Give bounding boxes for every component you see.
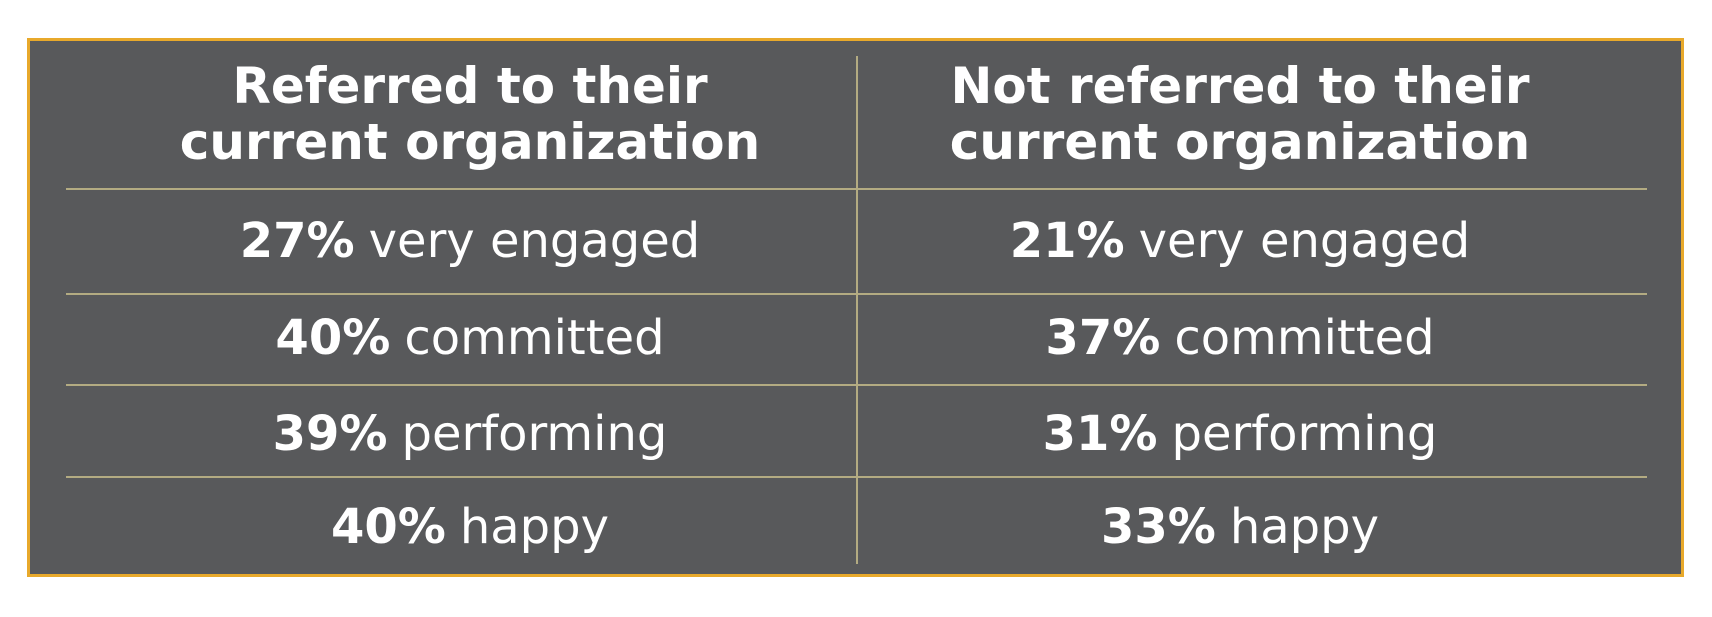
header-line: Referred to their xyxy=(232,57,708,115)
percentage: 31% xyxy=(1042,406,1158,462)
data-cell: 40% happy xyxy=(80,499,860,555)
metric: happy xyxy=(459,499,610,555)
metric: performing xyxy=(1171,406,1438,462)
header-line: current organization xyxy=(949,113,1531,171)
row-divider xyxy=(66,188,1647,190)
header-cell: Referred to their current organization xyxy=(80,58,860,170)
header-line: Not referred to their xyxy=(950,57,1530,115)
percentage: 27% xyxy=(239,213,355,269)
metric: committed xyxy=(1174,310,1435,366)
percentage: 21% xyxy=(1009,213,1125,269)
metric: very engaged xyxy=(368,213,701,269)
data-cell: 40% committed xyxy=(80,310,860,366)
row-divider xyxy=(66,384,1647,386)
percentage: 37% xyxy=(1045,310,1161,366)
row-divider xyxy=(66,293,1647,295)
data-cell: 33% happy xyxy=(850,499,1630,555)
header-line: current organization xyxy=(179,113,761,171)
metric: committed xyxy=(404,310,665,366)
metric: performing xyxy=(401,406,668,462)
data-cell: 31% performing xyxy=(850,406,1630,462)
header-cell: Not referred to their current organizatio… xyxy=(850,58,1630,170)
percentage: 40% xyxy=(275,310,391,366)
percentage: 33% xyxy=(1100,499,1216,555)
percentage: 40% xyxy=(330,499,446,555)
data-cell: 21% very engaged xyxy=(850,213,1630,269)
data-cell: 39% performing xyxy=(80,406,860,462)
row-divider xyxy=(66,476,1647,478)
table: Referred to their current organization Not… xyxy=(27,38,1684,577)
data-cell: 37% committed xyxy=(850,310,1630,366)
data-cell: 27% very engaged xyxy=(80,213,860,269)
column-divider xyxy=(856,56,858,564)
percentage: 39% xyxy=(272,406,388,462)
metric: very engaged xyxy=(1138,213,1471,269)
metric: happy xyxy=(1229,499,1380,555)
